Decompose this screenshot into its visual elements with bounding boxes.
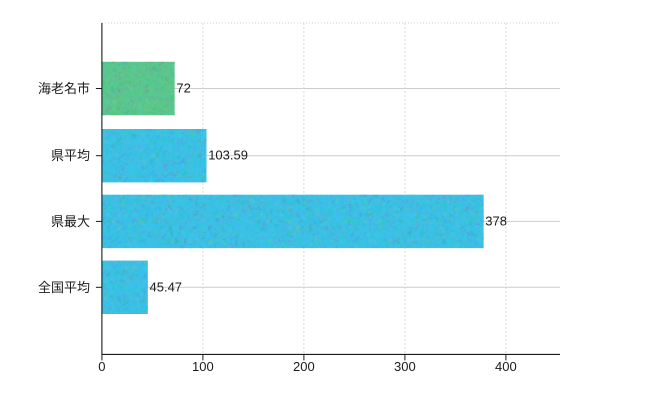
svg-text:0: 0 bbox=[98, 359, 105, 374]
svg-text:県最大: 県最大 bbox=[51, 214, 90, 229]
svg-text:100: 100 bbox=[192, 359, 214, 374]
svg-text:72: 72 bbox=[176, 81, 190, 96]
svg-text:県平均: 県平均 bbox=[51, 148, 90, 163]
svg-text:全国平均: 全国平均 bbox=[38, 280, 90, 295]
svg-text:103.59: 103.59 bbox=[208, 148, 248, 163]
svg-text:300: 300 bbox=[394, 359, 416, 374]
svg-text:海老名市: 海老名市 bbox=[38, 81, 90, 96]
svg-text:45.47: 45.47 bbox=[150, 279, 183, 294]
svg-text:378: 378 bbox=[485, 213, 507, 228]
svg-text:200: 200 bbox=[293, 359, 315, 374]
svg-text:400: 400 bbox=[495, 359, 517, 374]
